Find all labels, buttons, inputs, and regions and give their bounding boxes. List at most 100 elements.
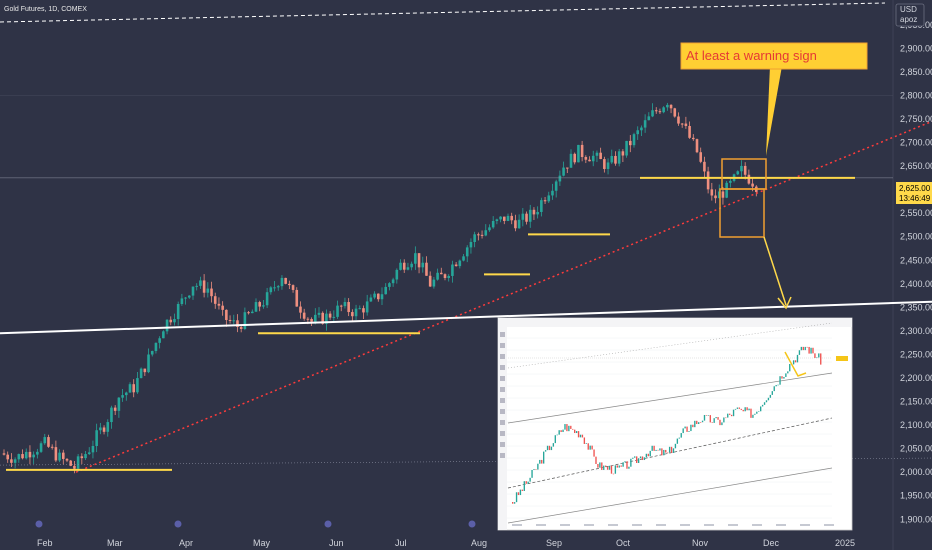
candle-body: [521, 213, 525, 220]
candle-body: [543, 200, 547, 202]
candle-body: [117, 397, 121, 411]
candle-body: [417, 253, 421, 268]
inset-candle: [521, 489, 524, 491]
event-flag-circle: [34, 519, 44, 529]
inset-candle: [734, 408, 737, 410]
inset-candle: [802, 346, 804, 351]
candle-body: [699, 152, 703, 162]
candle-body: [625, 140, 628, 156]
candle-body: [354, 308, 358, 317]
inset-candle: [544, 450, 547, 452]
inset-candle: [601, 462, 603, 470]
candle-body: [691, 137, 695, 140]
y-tick-label: 2,250.00: [900, 349, 932, 359]
candle-body: [402, 262, 406, 270]
candle-body: [677, 116, 680, 124]
time-axis[interactable]: Feb Mar Apr May Jun Jul Aug Sep Oct Nov Dec 2025: [37, 538, 855, 548]
candle-body: [325, 313, 328, 324]
inset-candle: [653, 445, 655, 451]
candle-body: [680, 123, 684, 125]
candle-body: [128, 384, 132, 393]
inset-candle: [543, 451, 545, 464]
y-tick-label: 2,300.00: [900, 326, 932, 336]
currency-code: USD: [900, 5, 917, 14]
inset-candle: [709, 415, 711, 423]
candle-body: [328, 313, 332, 318]
candle-body: [299, 306, 302, 313]
candle-body: [595, 152, 599, 156]
candle-body: [124, 392, 128, 396]
candle-body: [506, 215, 510, 221]
candle-body: [480, 234, 484, 236]
candle-body: [36, 451, 39, 455]
inset-time-label: [656, 524, 666, 526]
candle-body: [706, 171, 710, 190]
candle-body: [369, 297, 373, 302]
inset-candle: [575, 431, 578, 434]
event-flag-icon[interactable]: [173, 519, 183, 529]
inset-candle: [560, 430, 562, 433]
candle-body: [695, 139, 699, 153]
candle-body: [28, 451, 32, 458]
candle-body: [10, 459, 13, 463]
inset-time-label: [752, 524, 762, 526]
inset-candle: [729, 413, 731, 415]
inset-channel-top: [507, 322, 833, 369]
candle-body: [562, 167, 565, 176]
symbol-title: Gold Futures, 1D, COMEX: [4, 6, 87, 13]
inset-candle: [699, 422, 702, 423]
event-flag-icon[interactable]: [34, 519, 44, 529]
candle-body: [628, 140, 632, 146]
event-flag-icon[interactable]: [467, 519, 477, 529]
inset-candle: [703, 414, 706, 421]
inset-candle: [756, 411, 758, 414]
candle-body: [547, 195, 551, 202]
inset-candle: [725, 417, 727, 419]
inset-tool-icon: [500, 442, 505, 447]
inset-candle: [746, 407, 748, 411]
inset-candle: [539, 459, 541, 464]
candle-body: [391, 279, 395, 284]
candle-body: [651, 110, 654, 117]
candle-body: [666, 104, 669, 108]
inset-candle: [605, 465, 607, 467]
inset-candle: [721, 422, 723, 426]
inset-candle: [537, 463, 539, 470]
candle-body: [588, 159, 591, 162]
candle-body: [225, 309, 228, 320]
candle-body: [317, 312, 321, 315]
candle-body: [206, 288, 210, 293]
candle-body: [239, 326, 243, 330]
x-tick-label: May: [253, 538, 271, 548]
inset-candle: [680, 433, 682, 438]
inset-candle: [643, 457, 646, 461]
inset-candle: [624, 461, 626, 463]
inset-candle: [754, 413, 756, 415]
candle-body: [491, 221, 495, 228]
candle-body: [110, 407, 113, 423]
inset-candle: [806, 346, 808, 348]
candle-body: [47, 437, 50, 447]
price-countdown: 13:46:49: [899, 194, 931, 203]
candle-body: [162, 331, 165, 339]
inset-candle: [632, 457, 634, 459]
currency-selector[interactable]: USD apoz: [895, 3, 925, 27]
x-tick-label: Feb: [37, 538, 53, 548]
inset-candle: [634, 456, 636, 458]
candle-body: [384, 286, 388, 295]
candle-body: [502, 216, 506, 221]
candle-body: [540, 200, 543, 212]
inset-candle: [589, 445, 591, 450]
event-flag-circle: [467, 519, 477, 529]
inset-candle: [773, 386, 775, 392]
candle-body: [106, 422, 110, 432]
inset-candle: [554, 435, 556, 444]
inset-channel-upper: [507, 372, 833, 424]
inset-candle: [678, 437, 680, 439]
event-flag-icon[interactable]: [323, 519, 333, 529]
inset-candle: [587, 443, 589, 450]
candle-body: [351, 312, 354, 317]
candle-body: [84, 454, 87, 459]
candle-body: [17, 454, 21, 460]
